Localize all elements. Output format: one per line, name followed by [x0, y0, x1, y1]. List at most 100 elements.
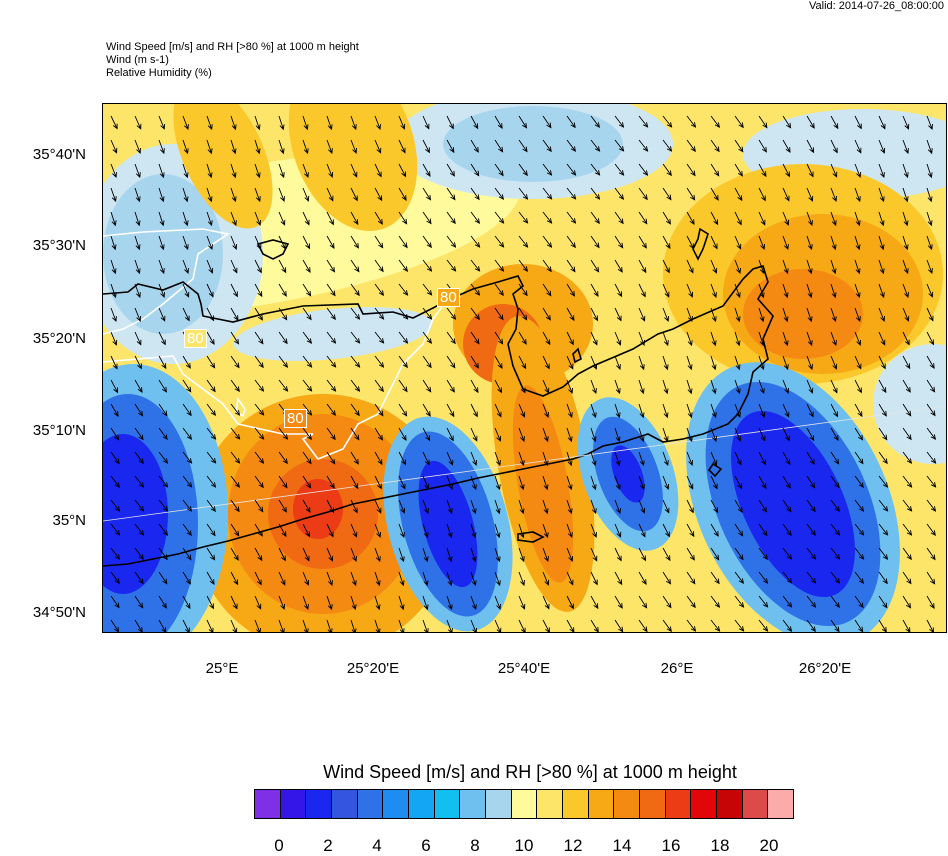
wind-arrow — [422, 475, 430, 490]
wind-arrow — [734, 595, 745, 608]
wind-arrow — [542, 451, 549, 467]
wind-arrow — [494, 379, 502, 394]
wind-arrow — [590, 283, 599, 297]
rh-contour-label: 80 — [184, 329, 207, 348]
wind-arrow — [398, 499, 406, 514]
wind-arrow — [614, 571, 623, 586]
wind-arrow — [134, 211, 141, 227]
wind-arrow — [446, 235, 457, 248]
wind-arrow — [878, 451, 888, 465]
wind-arrow — [206, 571, 215, 585]
wind-arrow — [134, 427, 144, 441]
wind-arrow — [158, 235, 165, 251]
wind-arrow — [206, 259, 214, 274]
wind-arrow — [158, 331, 166, 346]
wind-arrow — [758, 499, 768, 513]
wind-arrow — [902, 451, 913, 465]
wind-arrow — [830, 595, 840, 609]
wind-arrow — [230, 379, 240, 393]
wind-arrow — [158, 307, 166, 322]
wind-arrow — [710, 475, 718, 490]
wind-arrow — [566, 547, 574, 562]
wind-arrow — [254, 403, 265, 416]
wind-arrow — [542, 331, 551, 346]
wind-arrow — [350, 499, 358, 514]
wind-arrow — [230, 139, 237, 155]
wind-arrow — [110, 331, 118, 346]
wind-arrow — [206, 499, 216, 513]
wind-arrow — [422, 379, 432, 393]
wind-arrow — [326, 475, 335, 489]
wind-arrow — [518, 379, 526, 394]
wind-arrow — [374, 259, 384, 273]
wind-arrow — [542, 379, 550, 394]
wind-arrow — [830, 187, 837, 202]
lat-label: 35°10'N — [32, 422, 86, 439]
wind-arrow — [254, 427, 265, 440]
wind-arrow — [182, 259, 189, 274]
wind-arrow — [782, 523, 792, 537]
wind-arrow — [854, 523, 865, 536]
wind-arrow — [398, 139, 406, 154]
wind-arrow — [374, 283, 385, 297]
wind-arrow — [470, 475, 477, 491]
wind-arrow — [518, 211, 529, 224]
wind-arrow — [374, 403, 384, 417]
wind-arrow — [926, 259, 933, 275]
wind-arrow — [518, 619, 526, 632]
wind-arrow — [926, 427, 937, 441]
wind-arrow — [518, 283, 528, 297]
lon-label: 25°E — [205, 660, 239, 677]
wind-arrow — [806, 163, 814, 178]
colorbar-swatch — [640, 790, 666, 818]
wind-arrow — [854, 355, 862, 370]
wind-arrow — [374, 235, 384, 249]
wind-arrow — [350, 139, 357, 154]
wind-arrow — [758, 427, 766, 442]
coastline — [103, 227, 774, 567]
lon-label: 25°40'E — [497, 660, 551, 677]
wind-field-label: Wind (m s-1) — [106, 54, 169, 66]
wind-arrow — [302, 235, 311, 250]
wind-arrow — [638, 451, 645, 467]
wind-arrow — [350, 451, 359, 465]
wind-arrow — [518, 523, 525, 539]
wind-arrow — [470, 619, 478, 632]
wind-arrow — [230, 571, 239, 586]
wind-arrow — [806, 235, 813, 251]
wind-arrow — [782, 547, 793, 560]
wind-arrow — [470, 115, 479, 130]
wind-arrow — [134, 187, 141, 203]
wind-arrow — [590, 547, 598, 562]
wind-arrow — [902, 475, 913, 488]
wind-arrow — [302, 331, 313, 345]
wind-arrow — [350, 379, 361, 393]
wind-arrow — [374, 499, 382, 514]
wind-arrow — [710, 403, 717, 419]
wind-vectors — [110, 115, 937, 632]
colorbar-tick: 18 — [710, 836, 730, 855]
wind-arrow — [182, 139, 189, 155]
wind-arrow — [254, 379, 265, 392]
wind-arrow — [854, 619, 864, 632]
wind-arrow — [878, 499, 889, 512]
colorbar-tick: 16 — [661, 836, 681, 855]
wind-arrow — [494, 163, 504, 177]
wind-arrow — [542, 547, 549, 563]
wind-arrow — [134, 163, 141, 179]
wind-arrow — [830, 475, 840, 489]
wind-arrow — [182, 619, 190, 632]
wind-arrow — [158, 619, 167, 632]
wind-arrow — [830, 235, 837, 251]
wind-arrow — [710, 547, 720, 561]
wind-arrow — [590, 427, 597, 443]
wind-arrow — [926, 139, 933, 155]
wind-arrow — [734, 259, 741, 274]
wind-arrow — [686, 379, 693, 395]
wind-arrow — [134, 403, 144, 417]
wind-arrow — [230, 283, 238, 298]
colorbar-tick: 6 — [421, 836, 431, 855]
wind-arrow — [326, 259, 336, 273]
wind-arrow — [758, 283, 765, 299]
wind-arrow — [662, 427, 669, 443]
